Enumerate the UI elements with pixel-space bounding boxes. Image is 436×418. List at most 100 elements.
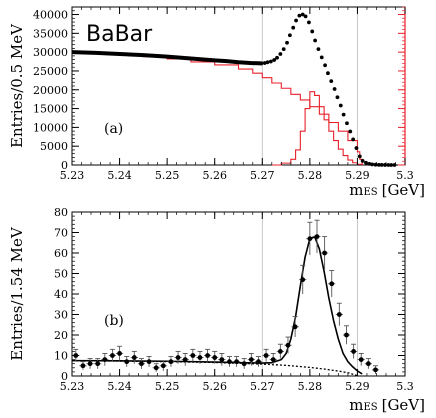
panel-a: 5.23 5.24 5.25 5.26 5.27 5.28 5.29 5.3 0 5000 1000… — [8, 6, 425, 199]
panel-b-y-axis-label: Entries/1.54 MeV — [8, 226, 26, 361]
y-tick-label: 40 — [54, 288, 68, 301]
y-tick-label: 40000 — [33, 9, 68, 22]
y-tick-label: 10000 — [33, 121, 68, 134]
y-tick-label: 0 — [61, 159, 68, 172]
panel-a-data-points — [71, 12, 397, 167]
y-tick-label: 15000 — [33, 103, 68, 116]
data-point — [124, 359, 130, 365]
panel-a-ticks: 5.23 5.24 5.25 5.26 5.27 5.28 5.29 5.3 0 5000 1000… — [33, 6, 414, 182]
data-point — [351, 137, 356, 142]
data-point — [285, 342, 291, 348]
panel-b-ticks: 5.23 5.24 5.25 5.26 5.27 5.28 5.29 5.3 0 10 20 30 40… — [54, 206, 414, 393]
data-point — [316, 47, 321, 52]
panel-b-label: (b) — [104, 313, 124, 329]
data-point — [281, 47, 286, 52]
data-point — [287, 33, 292, 38]
data-point — [277, 349, 283, 354]
data-point — [272, 58, 277, 62]
data-point — [351, 349, 357, 354]
data-point — [358, 357, 364, 362]
x-tick-label: 5.24 — [107, 169, 132, 182]
data-point — [365, 361, 371, 367]
panel-b: 5.23 5.24 5.25 5.26 5.27 5.28 5.29 5.3 0 10 20 30 40… — [8, 206, 425, 414]
data-point — [270, 357, 276, 362]
x-label-subscript: ES — [363, 402, 377, 413]
data-point — [336, 312, 342, 317]
data-point — [268, 59, 273, 64]
data-point — [182, 357, 188, 362]
data-point — [248, 357, 254, 362]
data-point — [323, 63, 327, 68]
data-point — [95, 361, 101, 367]
y-tick-label: 25000 — [33, 65, 68, 78]
data-point — [292, 324, 298, 330]
histogram-step — [72, 52, 363, 165]
data-point — [332, 87, 337, 91]
data-point — [364, 160, 368, 165]
data-point — [291, 25, 296, 30]
x-label-subscript: ES — [363, 187, 377, 198]
data-point — [285, 40, 289, 45]
data-point — [322, 250, 328, 256]
panel-a-y-axis-label: Entries/0.5 MeV — [8, 23, 26, 148]
panel-a-reference-lines — [261, 7, 358, 165]
data-point — [265, 60, 270, 65]
data-point — [344, 332, 349, 338]
data-point — [345, 121, 349, 126]
data-point — [168, 359, 174, 365]
x-tick-label: 5.26 — [202, 169, 227, 182]
data-point — [376, 162, 381, 167]
data-point — [389, 163, 394, 167]
x-tick-label: 5.29 — [345, 380, 370, 393]
data-point — [256, 359, 261, 365]
x-tick-label: 5.25 — [155, 169, 180, 182]
total-fit-curve — [71, 235, 363, 375]
data-point — [313, 38, 317, 43]
data-point — [329, 79, 334, 84]
panel-a-x-axis-label: mES [GeV] — [349, 181, 425, 199]
x-label-unit: [GeV] — [382, 396, 425, 414]
y-tick-label: 0 — [61, 370, 68, 383]
y-tick-label: 80 — [54, 206, 68, 219]
data-point — [197, 355, 203, 360]
y-tick-label: 50 — [54, 268, 68, 281]
data-point — [303, 14, 308, 19]
data-point — [354, 146, 359, 150]
x-tick-label: 5.28 — [298, 380, 323, 393]
x-tick-label: 5.28 — [298, 169, 323, 182]
data-point — [205, 353, 210, 358]
data-point — [307, 236, 313, 242]
data-point — [175, 355, 181, 360]
panel-b-fit-curves — [71, 235, 363, 377]
data-point — [314, 234, 320, 240]
data-point — [263, 353, 269, 358]
data-point — [241, 361, 247, 367]
x-tick-label: 5.29 — [345, 169, 370, 182]
data-point — [212, 355, 218, 360]
panel-b-reference-lines — [261, 212, 358, 376]
x-tick-label: 5.24 — [107, 380, 132, 393]
data-point — [294, 18, 298, 23]
x-label-unit: [GeV] — [382, 181, 425, 199]
y-tick-label: 70 — [54, 227, 68, 240]
data-point — [329, 281, 335, 287]
y-tick-label: 35000 — [33, 27, 68, 40]
data-point — [386, 163, 391, 167]
data-point — [117, 351, 122, 356]
histogram-step — [271, 91, 363, 166]
y-tick-label: 30 — [54, 309, 68, 322]
x-tick-label: 5.25 — [155, 380, 180, 393]
data-point — [360, 158, 365, 163]
data-point — [110, 353, 115, 358]
y-tick-label: 20000 — [33, 84, 68, 97]
data-point — [338, 103, 343, 108]
panel-b-data-points — [72, 219, 380, 374]
x-tick-label: 5.26 — [202, 380, 227, 393]
data-point — [373, 162, 378, 167]
data-point — [370, 162, 375, 167]
data-point — [367, 161, 372, 166]
panel-a-label: (a) — [104, 121, 123, 137]
data-point — [275, 55, 279, 60]
data-point — [392, 163, 397, 167]
